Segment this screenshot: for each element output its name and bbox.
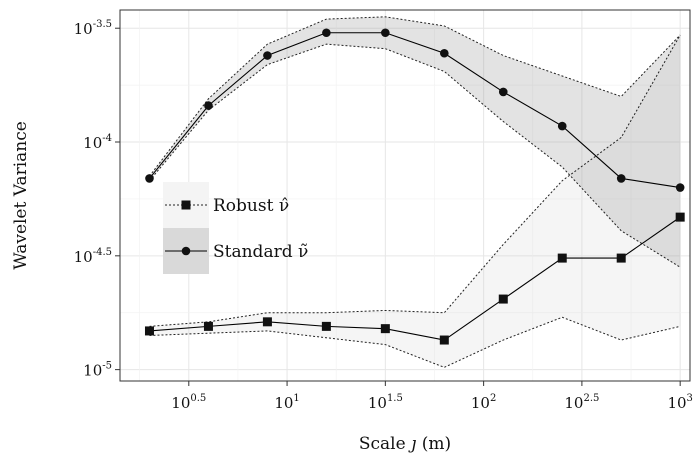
robust-data-point: [262, 317, 272, 327]
y-axis-title: Wavelet Variance: [11, 121, 31, 270]
robust-data-point: [439, 335, 449, 345]
robust-data-point: [144, 326, 154, 336]
y-tick-label: 10-5: [83, 361, 112, 380]
x-tick-base: 10: [274, 394, 293, 412]
robust-data-point: [616, 253, 626, 263]
robust-data-point: [203, 321, 213, 331]
robust-confidence-band: [149, 35, 681, 368]
x-tick-exponent: 3: [687, 393, 693, 404]
x-tick-base: 10: [368, 394, 387, 412]
x-tick-label: 103: [667, 393, 692, 412]
x-tick-base: 10: [471, 394, 490, 412]
standard-data-point: [498, 87, 508, 97]
legend: Robust ν̂ Standard ν̃: [163, 182, 308, 274]
y-tick-label: 10-4: [83, 133, 112, 152]
x-tick-label: 102: [471, 393, 496, 412]
y-tick-base: 10: [74, 20, 93, 38]
y-tick-exponent: -4: [102, 133, 112, 144]
x-tick-base: 10: [667, 394, 686, 412]
x-axis-title-symbol: ȷ: [408, 434, 416, 454]
y-tick-label: 10-3.5: [74, 19, 112, 38]
y-tick-base: 10: [74, 248, 93, 266]
standard-data-point: [557, 121, 567, 131]
x-tick-label: 101: [274, 393, 299, 412]
confidence-bands: [149, 16, 681, 368]
robust-data-point: [498, 294, 508, 304]
x-tick-base: 10: [564, 394, 583, 412]
robust-data-point: [380, 324, 390, 334]
standard-data-point: [675, 183, 685, 192]
x-tick-exponent: 0.5: [190, 393, 206, 404]
standard-data-point: [616, 174, 626, 183]
robust-ci-lower-line: [149, 316, 681, 368]
x-tick-exponent: 2.5: [583, 393, 599, 404]
standard-confidence-band: [149, 16, 681, 268]
robust-ci-upper-line: [149, 34, 681, 327]
x-axis-title-suffix: (m): [416, 434, 451, 454]
standard-ci-upper-line: [149, 16, 681, 177]
robust-data-point: [321, 321, 331, 331]
standard-data-point: [322, 28, 331, 38]
series-lines: [149, 32, 681, 341]
standard-data-point: [263, 51, 272, 60]
x-tick-label: 102.5: [564, 393, 599, 412]
y-tick-base: 10: [83, 134, 102, 152]
robust-series-line: [149, 216, 681, 341]
standard-data-point: [204, 101, 213, 110]
y-tick-exponent: -3.5: [93, 19, 112, 30]
standard-ci-lower-line: [149, 43, 681, 268]
legend-label-standard: Standard ν̃: [213, 242, 308, 262]
axis-ticks: 100.5 101 101.5 102 102.5 10310-3.510-410-4.5…: [74, 19, 693, 412]
x-tick-label: 101.5: [368, 393, 403, 412]
data-markers: [144, 28, 685, 345]
y-tick-exponent: -5: [102, 361, 112, 372]
standard-data-point: [145, 174, 154, 183]
standard-series-line: [149, 32, 681, 189]
robust-data-point: [557, 253, 567, 263]
x-tick-exponent: 1.5: [387, 393, 403, 404]
y-tick-base: 10: [83, 362, 102, 380]
x-tick-base: 10: [171, 394, 190, 412]
plot-panel-border: [119, 9, 691, 382]
x-tick-exponent: 1: [293, 393, 299, 404]
standard-data-point: [440, 48, 449, 58]
standard-data-point: [381, 28, 390, 38]
y-tick-label: 10-4.5: [74, 247, 112, 266]
x-axis-title-prefix: Scale: [359, 434, 411, 454]
legend-label-robust: Robust ν̂: [213, 196, 289, 216]
x-axis-title: Scale ȷ (m): [359, 434, 451, 454]
y-tick-exponent: -4.5: [93, 247, 112, 258]
x-tick-exponent: 2: [490, 393, 496, 404]
x-tick-label: 100.5: [171, 393, 206, 412]
robust-data-point: [675, 212, 685, 222]
legend-key-robust-marker: [181, 200, 191, 210]
legend-key-standard-marker: [181, 246, 191, 256]
